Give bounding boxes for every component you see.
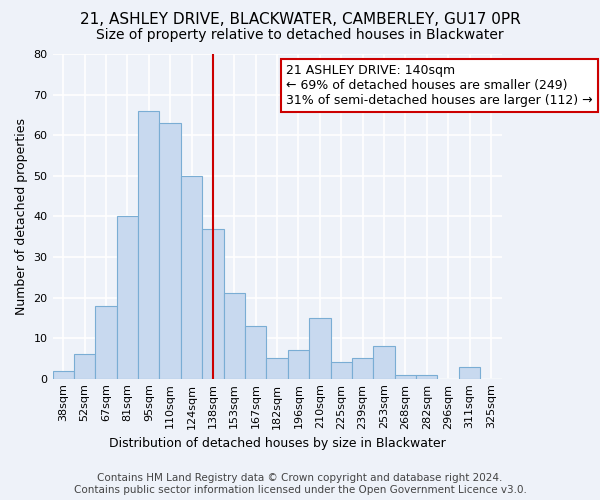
Bar	[224, 294, 245, 378]
Bar	[181, 176, 202, 378]
Bar	[288, 350, 309, 378]
Text: Size of property relative to detached houses in Blackwater: Size of property relative to detached ho…	[96, 28, 504, 42]
X-axis label: Distribution of detached houses by size in Blackwater: Distribution of detached houses by size …	[109, 437, 445, 450]
Bar	[352, 358, 373, 378]
Y-axis label: Number of detached properties: Number of detached properties	[15, 118, 28, 315]
Bar	[373, 346, 395, 378]
Bar	[160, 123, 181, 378]
Bar	[116, 216, 138, 378]
Bar	[309, 318, 331, 378]
Bar	[95, 306, 116, 378]
Bar	[266, 358, 288, 378]
Bar	[459, 366, 480, 378]
Bar	[53, 370, 74, 378]
Text: Contains HM Land Registry data © Crown copyright and database right 2024.
Contai: Contains HM Land Registry data © Crown c…	[74, 474, 526, 495]
Bar	[331, 362, 352, 378]
Bar	[395, 374, 416, 378]
Text: 21 ASHLEY DRIVE: 140sqm
← 69% of detached houses are smaller (249)
31% of semi-d: 21 ASHLEY DRIVE: 140sqm ← 69% of detache…	[286, 64, 593, 106]
Text: 21, ASHLEY DRIVE, BLACKWATER, CAMBERLEY, GU17 0PR: 21, ASHLEY DRIVE, BLACKWATER, CAMBERLEY,…	[80, 12, 520, 28]
Bar	[245, 326, 266, 378]
Bar	[202, 228, 224, 378]
Bar	[138, 111, 160, 378]
Bar	[74, 354, 95, 378]
Bar	[416, 374, 437, 378]
